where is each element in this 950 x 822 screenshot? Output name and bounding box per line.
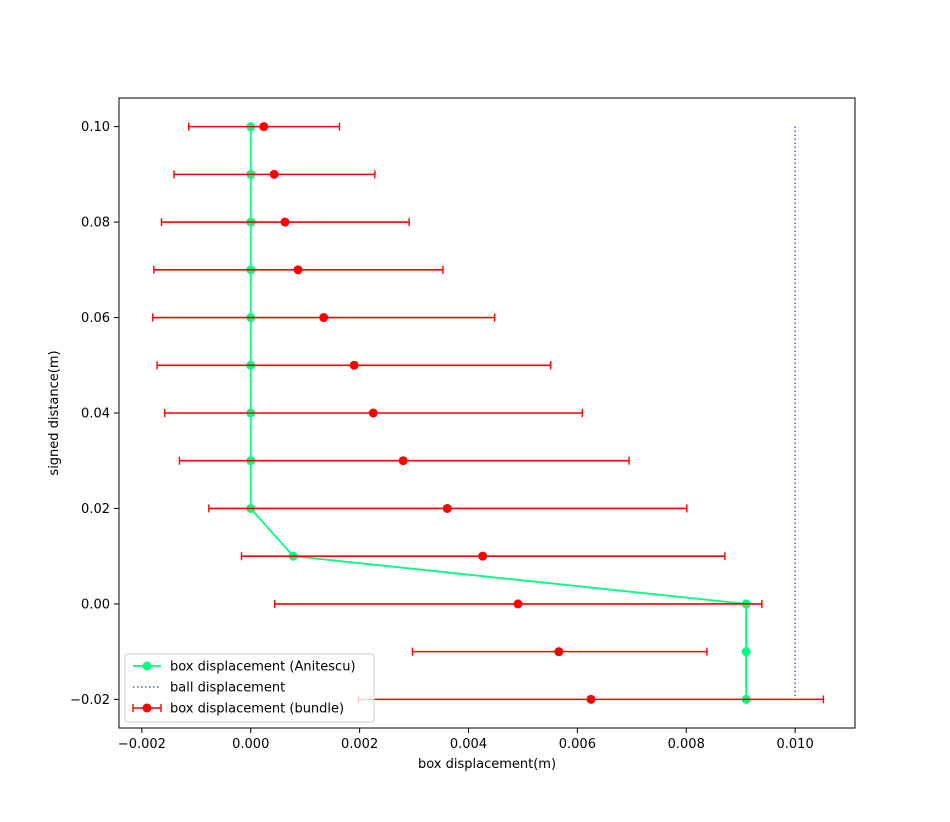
- bundle-point-0: [259, 122, 269, 132]
- y-tick-label-2: 0.02: [81, 502, 110, 517]
- legend-box: [124, 653, 375, 723]
- x-tick-label-3: 0.004: [450, 737, 487, 752]
- y-tick-label-4: 0.06: [81, 311, 110, 326]
- y-tick-label-0: −0.02: [70, 693, 110, 708]
- bundle-point-6: [368, 408, 378, 418]
- x-tick-label-5: 0.008: [668, 737, 705, 752]
- x-tick-label-6: 0.010: [777, 737, 814, 752]
- x-tick-label-0: −0.002: [118, 737, 166, 752]
- bundle-point-10: [513, 599, 523, 609]
- x-axis-label: box displacement(m): [418, 757, 556, 772]
- anitescu-point-11: [741, 647, 751, 657]
- x-tick-label-1: 0.000: [232, 737, 269, 752]
- y-tick-label-5: 0.08: [81, 216, 110, 231]
- x-tick-label-2: 0.002: [341, 737, 378, 752]
- legend-ball-label: ball displacement: [170, 681, 285, 696]
- x-tick-label-4: 0.006: [559, 737, 596, 752]
- legend-bundle-label: box displacement (bundle): [170, 702, 344, 717]
- bundle-point-4: [319, 313, 329, 323]
- legend-anitescu-marker: [142, 661, 152, 671]
- y-tick-label-3: 0.04: [81, 407, 110, 422]
- bundle-point-2: [280, 217, 290, 227]
- bundle-point-11: [554, 647, 564, 657]
- bundle-point-8: [442, 503, 452, 513]
- bundle-point-9: [478, 551, 488, 561]
- bundle-point-3: [293, 265, 303, 275]
- legend: box displacement (Anitescu) ball displace…: [124, 653, 375, 723]
- y-tick-label-1: 0.00: [81, 597, 110, 612]
- legend-anitescu-label: box displacement (Anitescu): [170, 660, 356, 675]
- data-layer: [152, 122, 825, 704]
- bundle-point-12: [586, 694, 596, 704]
- y-tick-label-6: 0.10: [81, 120, 110, 135]
- bundle-point-5: [349, 360, 359, 370]
- legend-bundle-marker: [142, 703, 152, 713]
- axes-layer: −0.002 0.000 0.002 0.004 0.006 0.008 0.010 −0.0…: [70, 97, 856, 752]
- bundle-point-7: [398, 456, 408, 466]
- bundle-point-1: [269, 169, 279, 179]
- y-axis-label: signed distance(m): [47, 350, 62, 475]
